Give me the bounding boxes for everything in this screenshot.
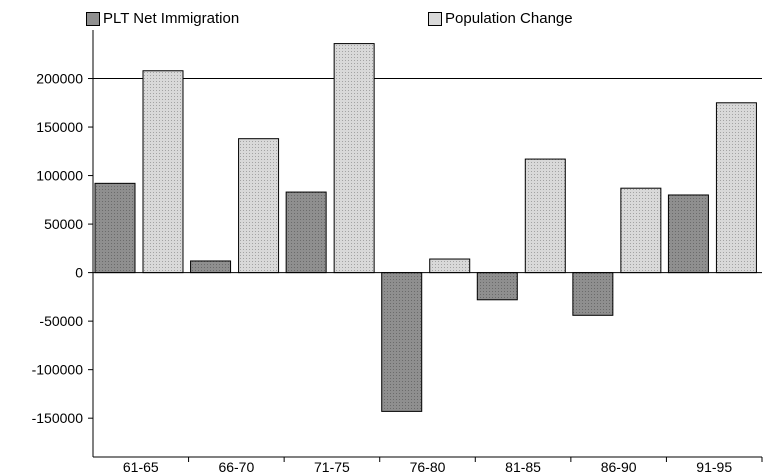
- y-tick-label: -100000: [32, 362, 84, 378]
- bar-texture: [286, 192, 327, 273]
- y-tick-label: 150000: [36, 119, 83, 135]
- bar-texture: [143, 70, 183, 273]
- bar-texture: [525, 159, 566, 273]
- bar-texture: [477, 272, 518, 300]
- y-tick-label: -50000: [39, 313, 83, 329]
- bar-texture: [95, 183, 135, 273]
- x-tick-label: 86-90: [601, 459, 637, 475]
- x-tick-label: 76-80: [410, 459, 446, 475]
- legend-item-net-immigration: PLT Net Immigration: [86, 10, 239, 27]
- bar-texture: [429, 259, 470, 273]
- x-tick-label: 61-65: [123, 459, 159, 475]
- bar-texture: [668, 194, 709, 273]
- legend-item-population-change: Population Change: [428, 10, 573, 27]
- x-tick-label: 66-70: [218, 459, 254, 475]
- legend-label-net-immigration: PLT Net Immigration: [103, 10, 240, 27]
- legend-label-population-change: Population Change: [445, 10, 573, 27]
- y-tick-label: -150000: [32, 410, 84, 426]
- x-tick-label: 91-95: [696, 459, 732, 475]
- bar-texture: [334, 43, 375, 273]
- y-tick-label: 0: [75, 265, 83, 281]
- x-tick-label: 71-75: [314, 459, 350, 475]
- y-tick-label: 100000: [36, 168, 83, 184]
- y-tick-label: 200000: [36, 71, 83, 87]
- x-tick-label: 81-85: [505, 459, 541, 475]
- bar-texture: [190, 260, 231, 273]
- bar-texture: [238, 138, 279, 273]
- legend-swatch-net-immigration: [86, 11, 100, 26]
- legend-swatch-population-change: [428, 11, 442, 26]
- bar-texture: [572, 272, 613, 316]
- y-tick-label: 50000: [44, 216, 83, 232]
- bar-texture: [716, 102, 757, 273]
- bar-texture: [620, 188, 661, 273]
- bar-texture: [381, 272, 422, 412]
